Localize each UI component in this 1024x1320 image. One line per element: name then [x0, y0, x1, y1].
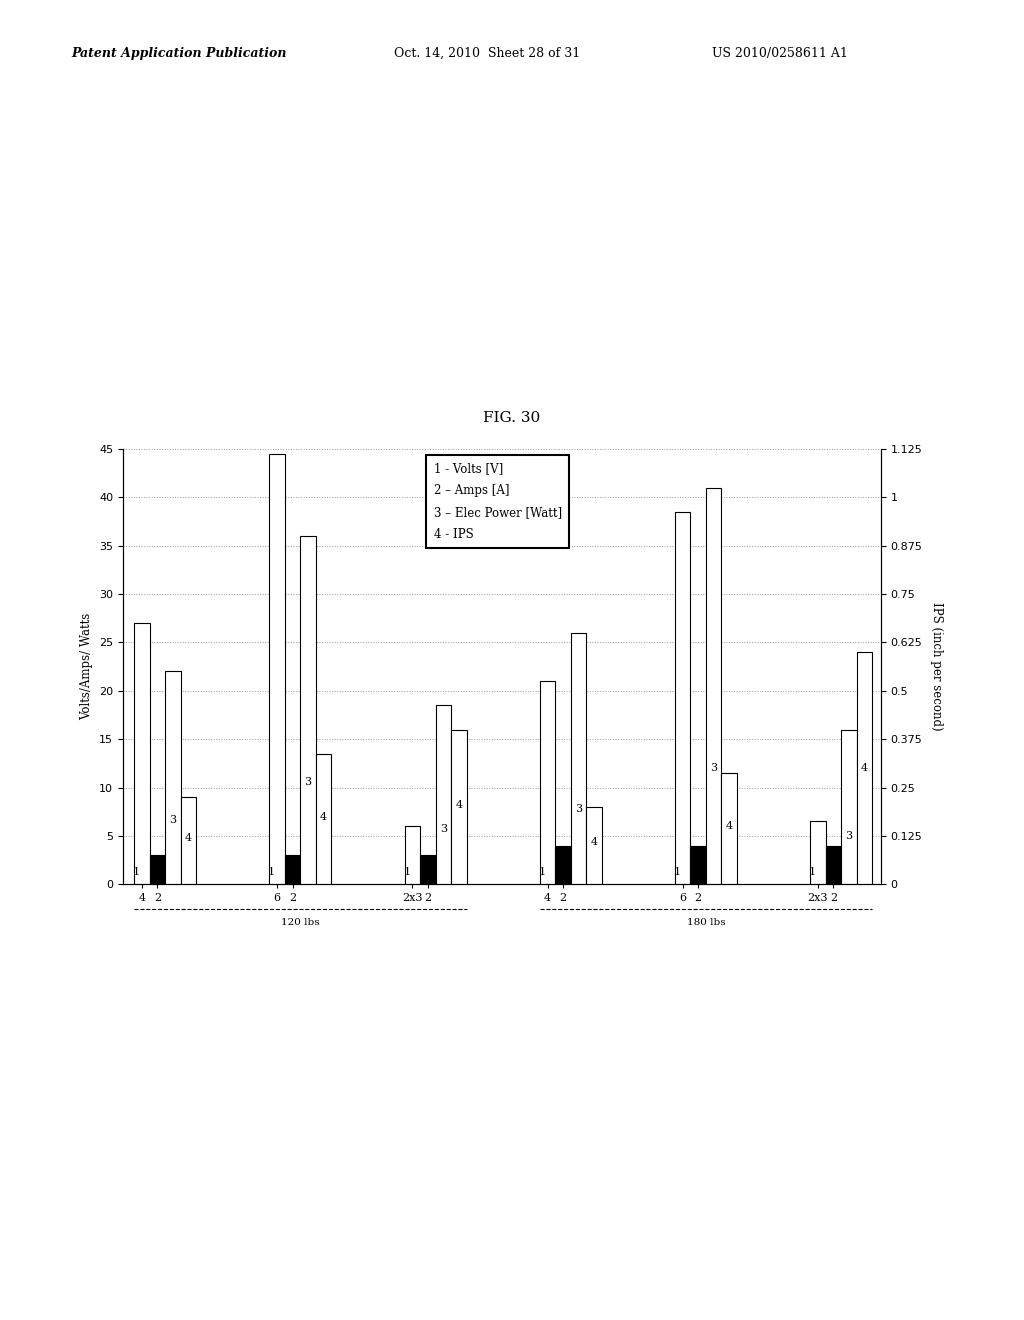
- Bar: [435, 705, 451, 884]
- Bar: [269, 454, 285, 884]
- Text: 4: 4: [726, 821, 733, 832]
- Text: 1: 1: [809, 867, 816, 876]
- Bar: [315, 754, 332, 884]
- Bar: [180, 797, 197, 884]
- Bar: [810, 821, 825, 884]
- Bar: [675, 512, 690, 884]
- Text: 3: 3: [439, 824, 446, 834]
- Bar: [841, 730, 857, 884]
- Text: 4: 4: [861, 763, 868, 774]
- Text: 180 lbs: 180 lbs: [687, 917, 725, 927]
- Text: 4: 4: [321, 812, 327, 821]
- Bar: [150, 855, 165, 884]
- Text: FIG. 30: FIG. 30: [483, 412, 541, 425]
- Bar: [540, 681, 555, 884]
- Text: 1: 1: [268, 867, 275, 876]
- Bar: [587, 807, 602, 884]
- Bar: [300, 536, 315, 884]
- Bar: [555, 846, 570, 884]
- Text: 1: 1: [403, 867, 411, 876]
- Bar: [404, 826, 420, 884]
- Bar: [420, 855, 435, 884]
- Y-axis label: IPS (inch per second): IPS (inch per second): [930, 602, 943, 731]
- Bar: [451, 730, 467, 884]
- Text: 1 - Volts [V]
2 – Amps [A]
3 – Elec Power [Watt]
4 - IPS: 1 - Volts [V] 2 – Amps [A] 3 – Elec Powe…: [433, 462, 562, 541]
- Text: 120 lbs: 120 lbs: [281, 917, 319, 927]
- Text: 1: 1: [674, 867, 681, 876]
- Text: 3: 3: [304, 777, 311, 787]
- Text: 3: 3: [574, 804, 582, 814]
- Text: 4: 4: [456, 800, 463, 810]
- Bar: [165, 672, 180, 884]
- Text: 4: 4: [184, 833, 191, 842]
- Text: Oct. 14, 2010  Sheet 28 of 31: Oct. 14, 2010 Sheet 28 of 31: [394, 46, 581, 59]
- Bar: [857, 652, 872, 884]
- Bar: [706, 487, 722, 884]
- Text: 1: 1: [539, 867, 546, 876]
- Bar: [722, 774, 737, 884]
- Text: 1: 1: [133, 867, 140, 876]
- Bar: [285, 855, 300, 884]
- Text: Patent Application Publication: Patent Application Publication: [72, 46, 287, 59]
- Text: US 2010/0258611 A1: US 2010/0258611 A1: [712, 46, 848, 59]
- Bar: [570, 632, 587, 884]
- Text: 3: 3: [846, 832, 853, 841]
- Y-axis label: Volts/Amps/ Watts: Volts/Amps/ Watts: [81, 612, 93, 721]
- Bar: [134, 623, 150, 884]
- Text: 3: 3: [711, 763, 717, 774]
- Bar: [825, 846, 841, 884]
- Text: 3: 3: [169, 814, 176, 825]
- Bar: [690, 846, 706, 884]
- Text: 4: 4: [591, 837, 598, 847]
